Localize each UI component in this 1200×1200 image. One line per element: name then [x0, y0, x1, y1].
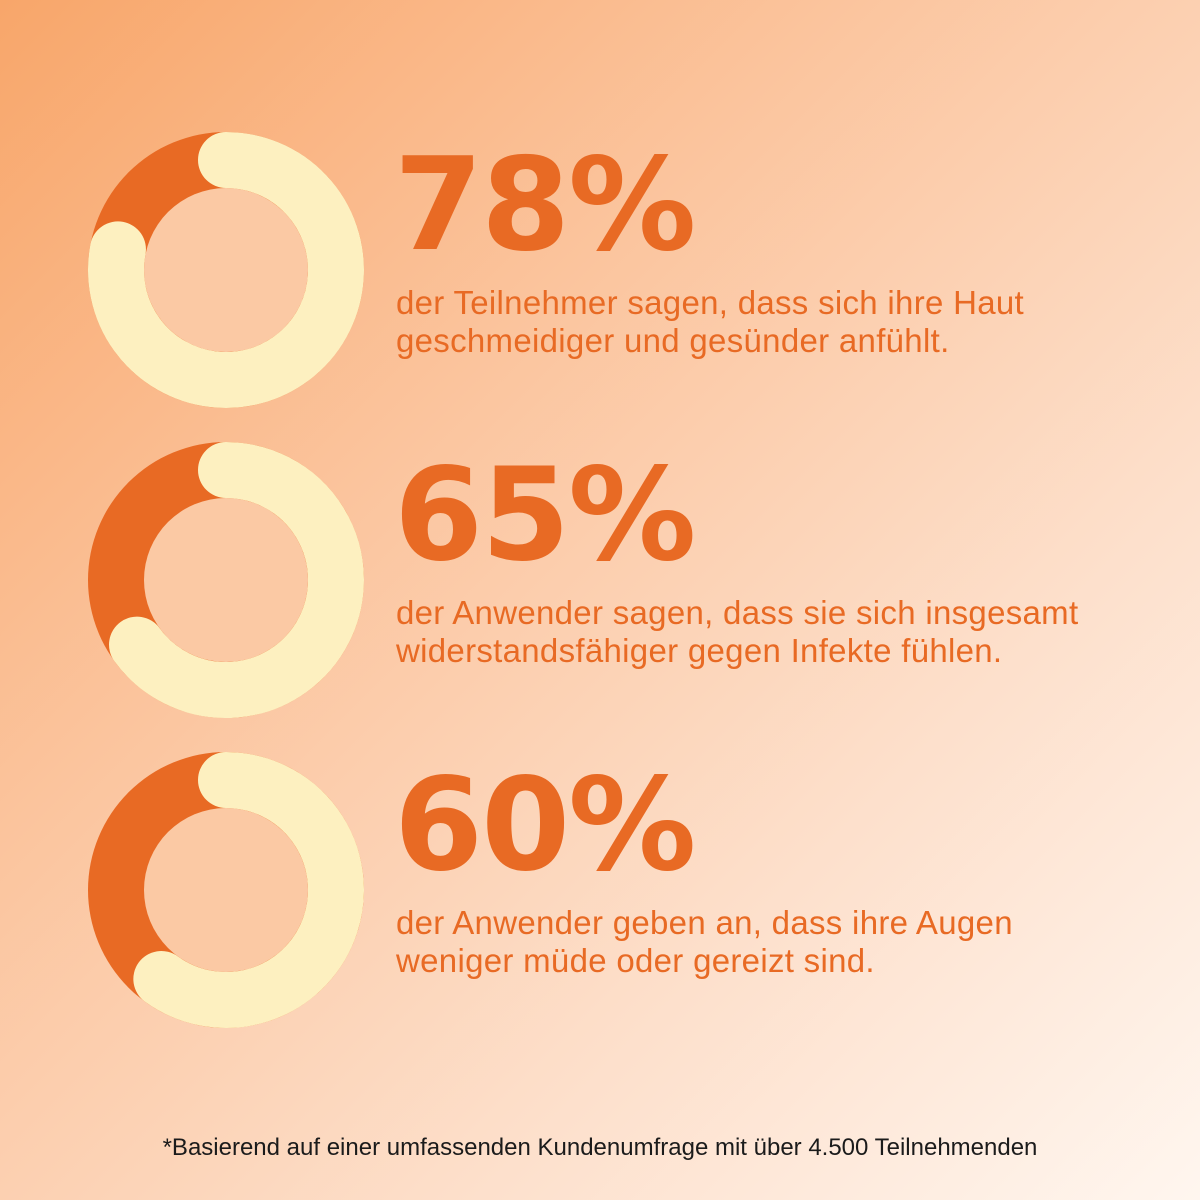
stat-block-1: 78% der Teilnehmer sagen, dass sich ihre…: [0, 128, 1200, 418]
stat-description-3: der Anwender geben an, dass ihre Augen w…: [396, 904, 1013, 979]
stat-value-2: 65%: [394, 441, 696, 590]
donut-value-arc-1: [88, 132, 364, 408]
donut-hole-2: [144, 498, 308, 662]
stat-description-1: der Teilnehmer sagen, dass sich ihre Hau…: [396, 284, 1025, 359]
donut-chart-1: [86, 128, 366, 412]
stat-value-1: 78%: [394, 131, 696, 280]
footnote: *Basierend auf einer umfassenden Kundenu…: [162, 1134, 1038, 1161]
stat-block-3: 60% der Anwender geben an, dass ihre Aug…: [0, 748, 1200, 1038]
donut-hole-1: [144, 188, 308, 352]
donut-value-arc-3: [133, 752, 364, 1028]
stat-block-2: 65% der Anwender sagen, dass sie sich in…: [0, 438, 1200, 728]
donut-value-arc-2: [109, 442, 364, 718]
donut-chart-3: [86, 748, 366, 1032]
donut-chart-2: [86, 438, 366, 722]
stat-value-3: 60%: [394, 751, 696, 900]
stat-description-2: der Anwender sagen, dass sie sich insges…: [396, 594, 1079, 669]
donut-hole-3: [144, 808, 308, 972]
